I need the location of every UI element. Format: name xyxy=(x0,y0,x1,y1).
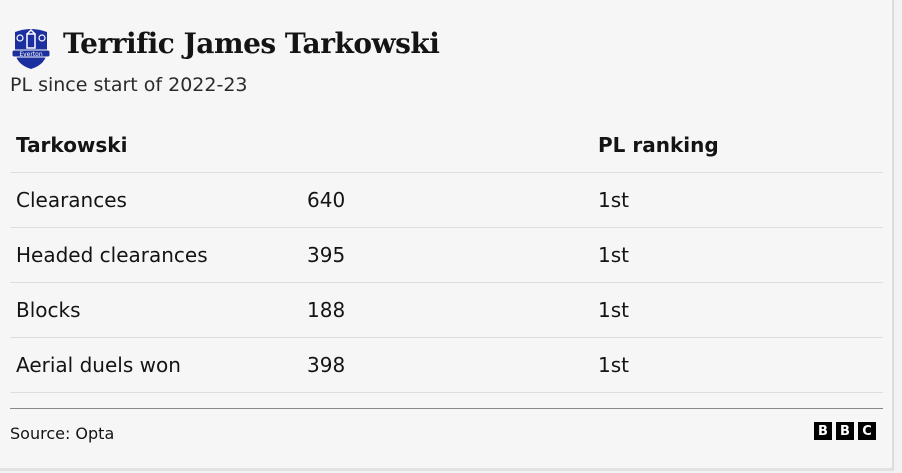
table-header: Tarkowski PL ranking xyxy=(10,117,883,173)
bbc-logo: B B C xyxy=(814,422,876,440)
column-header-ranking: PL ranking xyxy=(598,132,719,157)
stat-value: 188 xyxy=(307,297,346,322)
bbc-logo-block: B xyxy=(814,422,832,440)
svg-text:Everton: Everton xyxy=(19,51,43,58)
bbc-logo-block: B xyxy=(836,422,854,440)
table-row: Aerial duels won 398 1st xyxy=(10,337,883,393)
stat-value: 395 xyxy=(307,242,346,267)
table-row: Blocks 188 1st xyxy=(10,282,883,338)
table-row: Headed clearances 395 1st xyxy=(10,227,883,283)
stat-rank: 1st xyxy=(598,297,629,322)
stat-rank: 1st xyxy=(598,352,629,377)
column-header-player: Tarkowski xyxy=(16,132,128,157)
bbc-logo-block: C xyxy=(858,422,876,440)
stat-rank: 1st xyxy=(598,242,629,267)
stat-value: 640 xyxy=(307,187,346,212)
chart-title: Terrific James Tarkowski xyxy=(63,27,440,60)
table-row: Clearances 640 1st xyxy=(10,172,883,228)
source-note: Source: Opta xyxy=(10,424,115,443)
chart-subtitle: PL since start of 2022-23 xyxy=(10,74,248,96)
stat-name: Headed clearances xyxy=(16,242,208,267)
stat-name: Blocks xyxy=(16,297,81,322)
footer-divider xyxy=(10,408,883,409)
stat-name: Aerial duels won xyxy=(16,352,181,377)
stat-name: Clearances xyxy=(16,187,127,212)
stat-value: 398 xyxy=(307,352,346,377)
everton-crest-logo: Everton xyxy=(11,28,51,69)
stat-rank: 1st xyxy=(598,187,629,212)
